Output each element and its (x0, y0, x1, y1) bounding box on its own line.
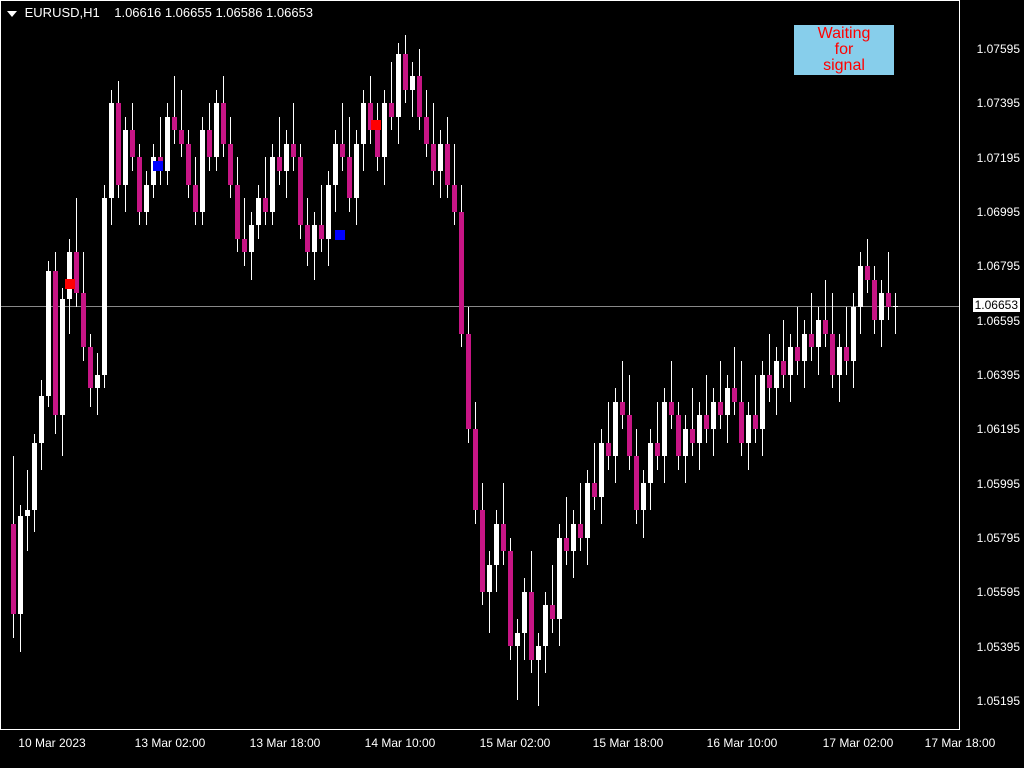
x-axis-label: 15 Mar 18:00 (593, 736, 664, 750)
y-axis-label: 1.06595 (977, 314, 1020, 328)
x-axis-label: 17 Mar 02:00 (823, 736, 894, 750)
signal-line1: Waiting (794, 26, 894, 42)
chart-container[interactable]: EURUSD,H1 1.06616 1.06655 1.06586 1.0665… (0, 0, 960, 730)
y-axis-label: 1.06195 (977, 422, 1020, 436)
ohlc-label: 1.06616 1.06655 1.06586 1.06653 (114, 5, 313, 20)
y-axis-label: 1.06995 (977, 205, 1020, 219)
signal-box: Waiting for signal (794, 25, 894, 75)
y-axis-label: 1.05195 (977, 694, 1020, 708)
y-axis-label: 1.05395 (977, 640, 1020, 654)
current-price-line (1, 306, 959, 307)
y-axis-label: 1.05595 (977, 585, 1020, 599)
x-axis-label: 13 Mar 18:00 (250, 736, 321, 750)
y-axis-label: 1.06395 (977, 368, 1020, 382)
x-axis-label: 14 Mar 10:00 (365, 736, 436, 750)
y-axis-label: 1.06795 (977, 259, 1020, 273)
x-axis-label: 16 Mar 10:00 (707, 736, 778, 750)
x-axis-label: 17 Mar 18:00 (925, 736, 996, 750)
y-axis-label: 1.05995 (977, 477, 1020, 491)
x-axis-label: 10 Mar 2023 (18, 736, 85, 750)
dropdown-icon[interactable] (7, 11, 17, 17)
y-axis: 1.07595 1.07395 1.07195 1.06995 1.06795 1.066… (962, 0, 1024, 730)
blue-signal-marker (153, 161, 163, 171)
y-axis-label: 1.07195 (977, 151, 1020, 165)
x-axis-label: 13 Mar 02:00 (135, 736, 206, 750)
signal-line3: signal (794, 58, 894, 74)
red-signal-marker (65, 279, 75, 289)
signal-line2: for (794, 42, 894, 58)
chart-header: EURUSD,H1 1.06616 1.06655 1.06586 1.0665… (7, 5, 313, 20)
y-axis-label: 1.05795 (977, 531, 1020, 545)
x-axis-label: 15 Mar 02:00 (480, 736, 551, 750)
y-axis-label: 1.07595 (977, 42, 1020, 56)
symbol-label: EURUSD,H1 (25, 5, 100, 20)
x-axis: 10 Mar 2023 13 Mar 02:00 13 Mar 18:00 14 Ma… (0, 732, 1024, 768)
blue-signal-marker (335, 230, 345, 240)
current-price-label: 1.06653 (973, 298, 1020, 312)
red-signal-marker (371, 120, 381, 130)
y-axis-label: 1.07395 (977, 96, 1020, 110)
